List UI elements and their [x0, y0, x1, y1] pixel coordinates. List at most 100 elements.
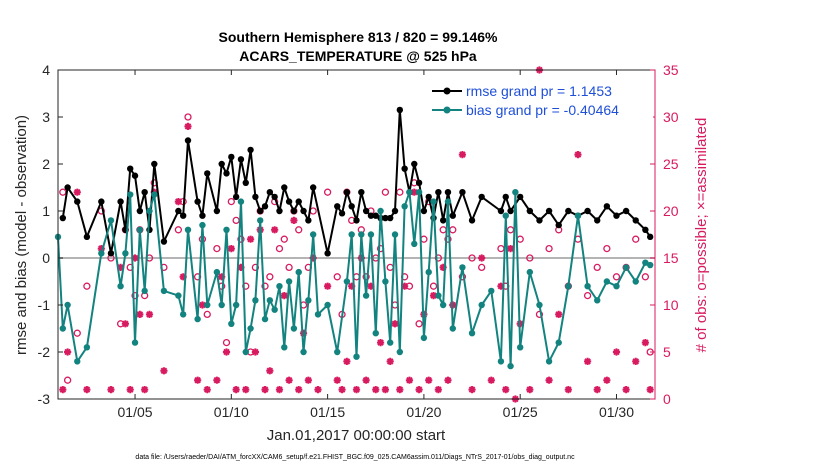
- obs-assimilated-point: [372, 386, 380, 394]
- rmse-point: [218, 160, 225, 168]
- obs-assimilated-point: [497, 282, 505, 290]
- bias-point: [237, 198, 245, 205]
- obs-assimilated-point: [458, 151, 467, 159]
- bias-point: [555, 339, 562, 346]
- bias-point: [622, 264, 630, 271]
- rmse-point: [435, 189, 442, 196]
- obs-assimilated-mark: [381, 386, 389, 394]
- bias-point: [459, 264, 466, 271]
- chart-subtitle: ACARS_TEMPERATURE @ 525 hPa: [239, 48, 477, 64]
- obs-assimilated-mark: [83, 386, 91, 394]
- obs-assimilated-mark: [131, 254, 139, 262]
- bias-point: [285, 278, 293, 285]
- obs-assimilated-mark: [280, 292, 288, 300]
- y-right-tick-label: 20: [663, 203, 679, 219]
- bias-point: [362, 292, 370, 299]
- obs-assimilated-mark: [478, 254, 486, 262]
- bias-point: [179, 311, 187, 318]
- obs-possible-point: [174, 226, 183, 234]
- bias-point: [107, 217, 115, 224]
- obs-assimilated-point: [246, 235, 255, 243]
- obs-assimilated-point: [362, 376, 370, 384]
- obs-assimilated-mark: [242, 386, 250, 394]
- obs-assimilated-mark: [338, 386, 346, 394]
- bias-point: [406, 189, 413, 196]
- bias-point: [642, 259, 649, 266]
- bias-point: [160, 287, 168, 295]
- obs-possible-point: [434, 254, 442, 262]
- bias-point: [305, 297, 312, 304]
- obs-assimilated-point: [136, 310, 144, 318]
- obs-assimilated-mark: [116, 263, 125, 271]
- rmse-point: [257, 207, 264, 215]
- obs-assimilated-mark: [468, 386, 476, 394]
- bias-point: [536, 301, 543, 309]
- obs-assimilated-mark: [107, 386, 115, 394]
- legend-box: [426, 76, 653, 122]
- obs-assimilated-mark: [299, 329, 308, 337]
- obs-assimilated-mark: [583, 357, 592, 365]
- obs-possible-point: [280, 235, 288, 243]
- bias-point: [199, 221, 206, 229]
- obs-possible-point: [333, 273, 341, 281]
- rmse-point: [117, 198, 124, 205]
- x-tick-label: 01/05: [118, 404, 153, 420]
- y-left-tick-label: -2: [38, 344, 51, 360]
- rmse-point: [276, 207, 283, 215]
- bias-point: [204, 301, 211, 309]
- obs-assimilated-point: [299, 329, 308, 337]
- rmse-point: [502, 193, 509, 201]
- y-right-tick-label: 30: [663, 109, 679, 125]
- obs-assimilated-point: [266, 367, 274, 375]
- obs-assimilated-point: [641, 339, 649, 347]
- bias-point: [603, 278, 611, 285]
- obs-assimilated-mark: [290, 216, 298, 224]
- rmse-point: [516, 193, 524, 201]
- rmse-point: [555, 221, 562, 229]
- obs-assimilated-point: [242, 386, 250, 394]
- obs-assimilated-point: [429, 292, 438, 300]
- obs-assimilated-mark: [391, 320, 399, 328]
- rmse-point: [622, 207, 630, 215]
- rmse-point: [459, 189, 466, 196]
- obs-assimilated-point: [622, 386, 630, 394]
- obs-assimilated-point: [64, 348, 72, 356]
- bias-point: [324, 301, 331, 309]
- rmse-point: [642, 226, 649, 233]
- obs-assimilated-mark: [367, 282, 375, 290]
- obs-possible-point: [59, 188, 67, 196]
- obs-assimilated-point: [439, 263, 447, 271]
- rmse-point: [290, 207, 298, 215]
- obs-possible-point: [526, 254, 534, 262]
- obs-assimilated-point: [603, 376, 611, 384]
- obs-assimilated-mark: [314, 386, 322, 394]
- obs-possible-point: [237, 235, 245, 243]
- rmse-point: [387, 214, 394, 222]
- obs-assimilated-point: [367, 282, 375, 290]
- rmse-point: [444, 189, 452, 196]
- obs-assimilated-point: [348, 282, 356, 290]
- obs-assimilated-point: [222, 348, 231, 356]
- rmse-point: [358, 189, 365, 196]
- obs-assimilated-mark: [136, 310, 144, 318]
- rmse-point: [497, 207, 505, 215]
- chart-title: Southern Hemisphere 813 / 820 = 99.146%: [219, 29, 499, 45]
- bias-point: [232, 301, 240, 309]
- bias-point: [439, 301, 447, 309]
- obs-assimilated-mark: [145, 310, 154, 318]
- obs-assimilated-point: [198, 301, 207, 309]
- y-axis-right: 0 5 10 15 20 25 30 35: [650, 62, 679, 407]
- bias-point: [122, 250, 129, 257]
- y-right-tick-label: 10: [663, 297, 679, 313]
- x-axis-label: Jan.01,2017 00:00:00 start: [267, 427, 446, 444]
- obs-possible-point: [444, 235, 452, 243]
- obs-possible-point: [131, 291, 139, 300]
- bias-point: [516, 344, 524, 351]
- rmse-point: [136, 207, 144, 215]
- bias-point: [98, 250, 105, 257]
- x-tick-label: 01/25: [503, 404, 538, 420]
- bias-point: [468, 330, 476, 337]
- obs-assimilated-point: [468, 386, 476, 394]
- bias-point: [213, 268, 221, 276]
- obs-assimilated-point: [285, 376, 293, 384]
